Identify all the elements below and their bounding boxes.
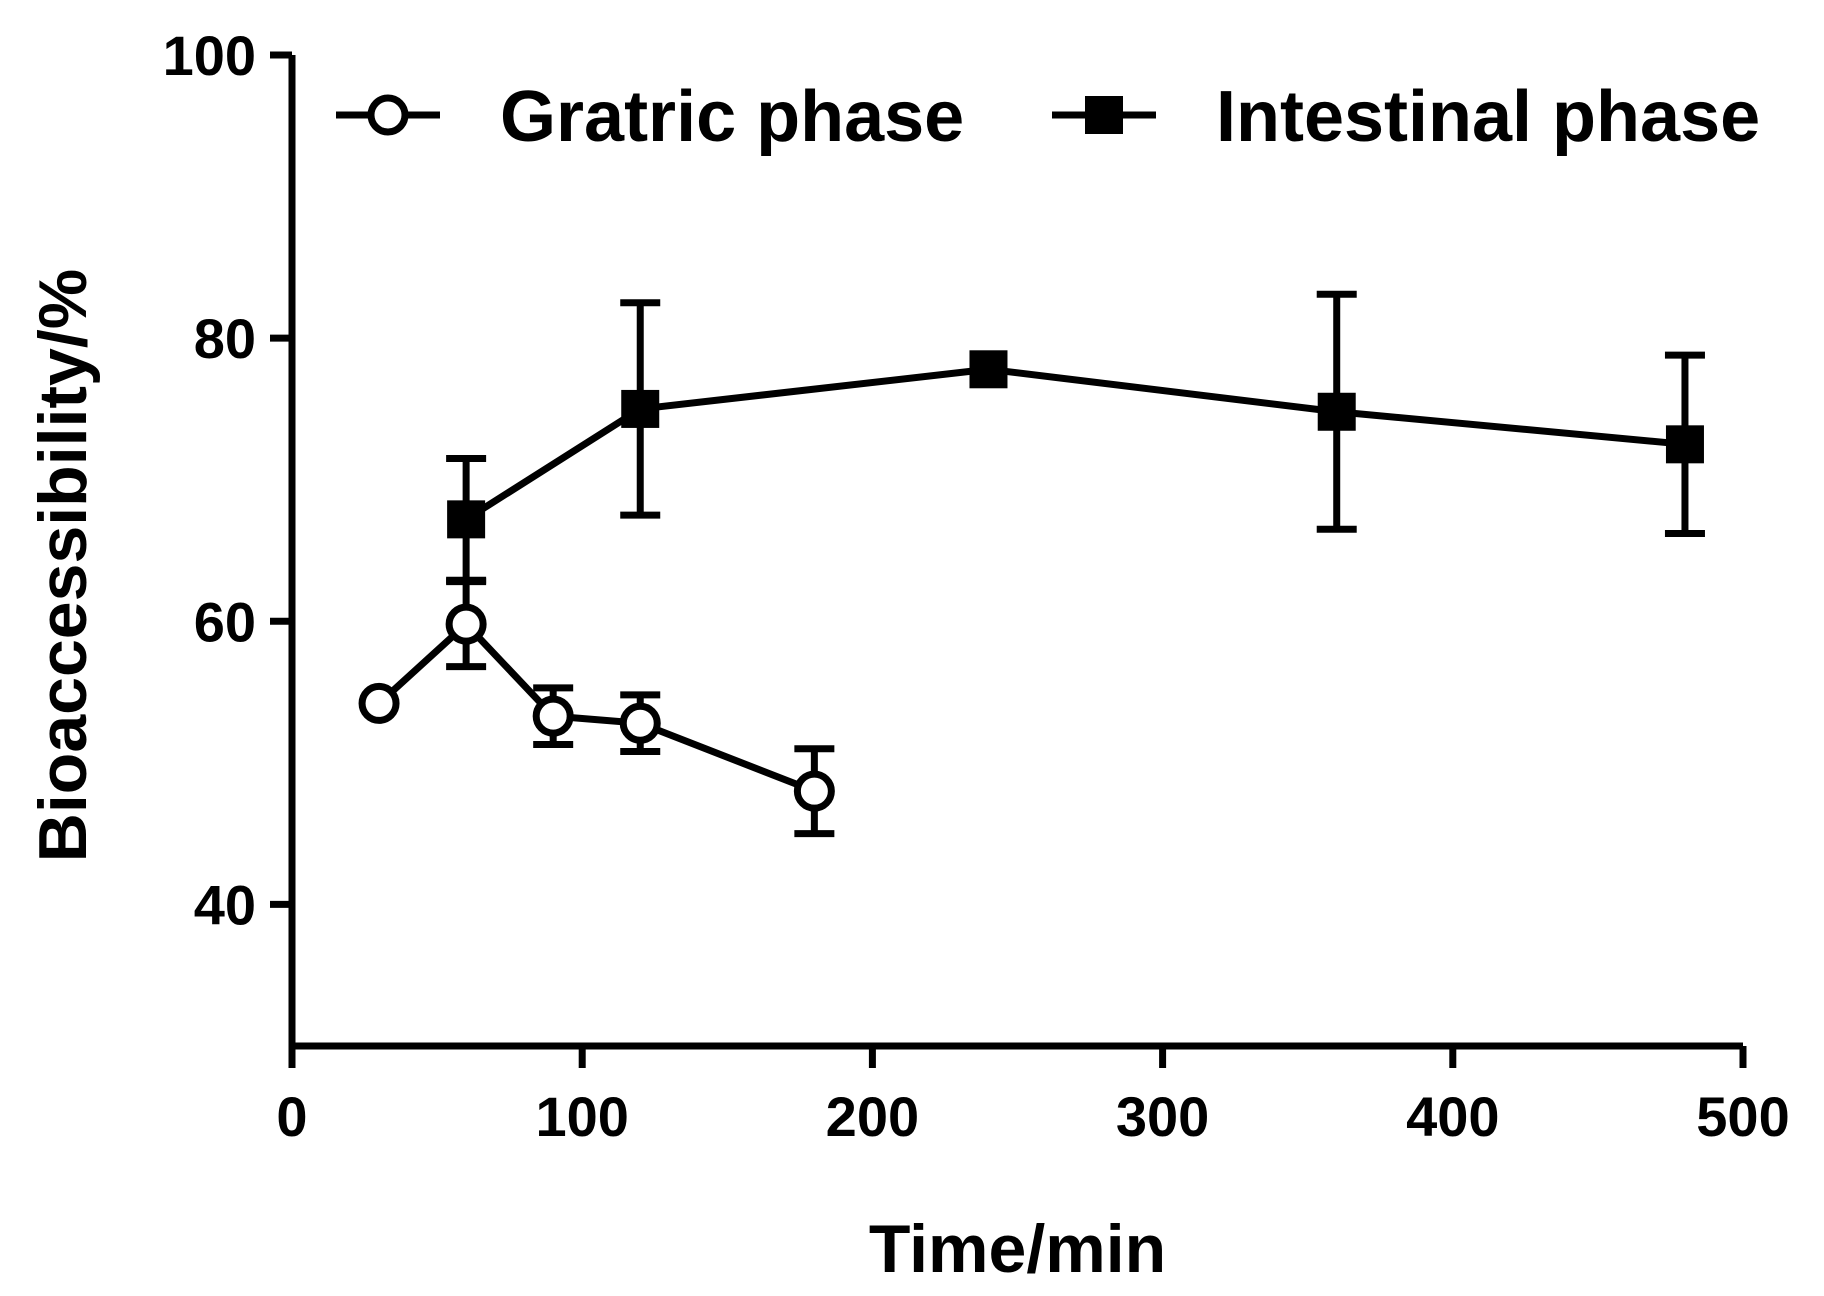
x-tick-label: 100 (535, 1085, 628, 1148)
x-tick-label: 200 (826, 1085, 919, 1148)
data-point (621, 389, 660, 428)
data-point (969, 350, 1008, 389)
data-point (447, 500, 486, 539)
legend-intestinal-marker (1085, 96, 1123, 134)
x-axis-title: Time/min (869, 1211, 1166, 1287)
x-tick-label: 500 (1696, 1085, 1789, 1148)
data-point (358, 682, 400, 724)
series-intestinal (446, 290, 1705, 584)
legend-item-intestinal: Intestinal phase (1052, 77, 1760, 157)
series-gastric (358, 578, 835, 838)
axes (288, 55, 1743, 1050)
x-tick-label: 400 (1406, 1085, 1499, 1148)
x-tick-label: 0 (276, 1085, 307, 1148)
y-tick-label: 80 (194, 307, 256, 370)
legend-intestinal-label: Intestinal phase (1216, 77, 1760, 157)
data-point (532, 695, 574, 737)
data-point (1665, 425, 1704, 464)
data-point (1317, 392, 1356, 431)
x-tick-label: 300 (1116, 1085, 1209, 1148)
legend-item-gastric: Gratric phase (336, 77, 964, 157)
y-tick-label: 100 (163, 24, 256, 87)
series-line (376, 620, 816, 795)
y-axis-title: Bioaccessibility/% (25, 269, 101, 862)
legend-gastric-marker (367, 94, 409, 136)
data-point (793, 770, 835, 812)
ticks: 40 60 80 100 0 100 200 300 400 500 (163, 24, 1790, 1148)
legend-gastric-label: Gratric phase (500, 77, 964, 157)
data-point (445, 603, 487, 645)
data-point (619, 702, 661, 744)
legend: Gratric phase Intestinal phase (336, 77, 1760, 157)
y-tick-label: 60 (194, 590, 256, 653)
series (358, 290, 1705, 838)
y-tick-label: 40 (194, 873, 256, 936)
